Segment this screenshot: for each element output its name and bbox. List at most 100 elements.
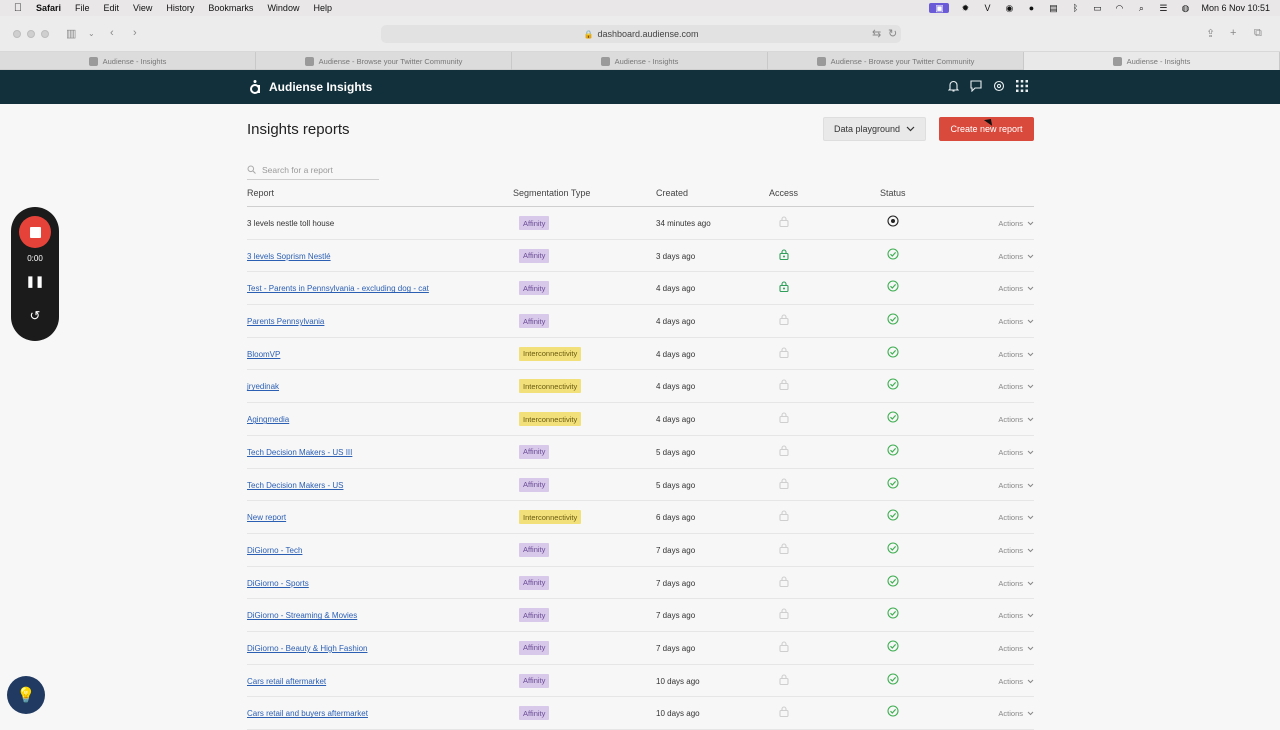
menu-history[interactable]: History — [166, 3, 195, 13]
lock-icon[interactable] — [779, 608, 791, 620]
table-row[interactable]: Tech Decision Makers - US III Affinity 5 d… — [247, 436, 1034, 469]
table-row[interactable]: DiGiorno - Sports Affinity 7 days ago Actio… — [247, 567, 1034, 600]
menubar-clock[interactable]: Mon 6 Nov 10:51 — [1201, 3, 1270, 13]
reload-icon[interactable]: ↻ — [888, 28, 898, 40]
table-row[interactable]: Test - Parents in Pennsylvania - excludi… — [247, 272, 1034, 306]
lock-icon[interactable] — [779, 543, 791, 555]
menu-window[interactable]: Window — [267, 3, 300, 13]
bell-icon[interactable] — [947, 79, 959, 93]
actions-dropdown[interactable]: Actions — [998, 546, 1034, 555]
table-row[interactable]: 3 levels Soprism Nestlé Affinity 3 days ag… — [247, 240, 1034, 273]
brightness-icon[interactable]: ✹ — [961, 2, 970, 13]
lock-icon[interactable] — [779, 216, 791, 228]
lock-icon[interactable] — [779, 314, 791, 326]
table-row[interactable]: Tech Decision Makers - US Affinity 5 days … — [247, 469, 1034, 502]
settings-gear-icon[interactable] — [993, 79, 1005, 93]
menu-file[interactable]: File — [75, 3, 90, 13]
report-name-link[interactable]: jryedinak — [247, 382, 280, 392]
actions-dropdown[interactable]: Actions — [998, 611, 1034, 620]
grammarly-icon[interactable]: ● — [1028, 3, 1035, 13]
brand-link[interactable]: Audiense Insights — [247, 79, 372, 95]
actions-dropdown[interactable]: Actions — [998, 350, 1034, 359]
table-row[interactable]: BloomVP Interconnectivity 4 days ago Action… — [247, 338, 1034, 371]
actions-dropdown[interactable]: Actions — [998, 677, 1034, 686]
report-name-link[interactable]: 3 levels Soprism Nestlé — [247, 251, 331, 261]
screen-recorder-status-icon[interactable]: ▣ — [929, 3, 950, 13]
lock-icon[interactable] — [779, 510, 791, 522]
close-window-button[interactable] — [13, 30, 21, 38]
shared-lock-icon[interactable] — [779, 281, 791, 293]
forward-icon[interactable]: › — [133, 27, 137, 39]
chevron-down-icon[interactable]: ⌄ — [88, 29, 95, 38]
actions-dropdown[interactable]: Actions — [998, 317, 1034, 326]
vpn-icon[interactable]: V — [984, 3, 991, 13]
browser-tab[interactable]: Audiense - Insights — [0, 52, 256, 70]
zoom-window-button[interactable] — [41, 30, 49, 38]
table-row[interactable]: New report Interconnectivity 6 days ago Act… — [247, 501, 1034, 534]
pause-icon[interactable]: ❚❚ — [25, 276, 45, 288]
report-name-link[interactable]: BloomVP — [247, 349, 281, 359]
actions-dropdown[interactable]: Actions — [998, 448, 1034, 457]
report-name-link[interactable]: Test - Parents in Pennsylvania - excludi… — [247, 284, 429, 294]
lock-icon[interactable] — [779, 641, 791, 653]
wifi-icon[interactable]: ◠ — [1115, 2, 1124, 13]
shared-lock-icon[interactable] — [779, 249, 791, 261]
siri-icon[interactable]: ◍ — [1181, 2, 1190, 13]
control-center-icon[interactable]: ☰ — [1159, 2, 1168, 13]
back-icon[interactable]: ‹ — [110, 27, 114, 39]
browser-tab[interactable]: Audiense - Browse your Twitter Community — [256, 52, 512, 70]
address-bar[interactable]: 🔒 dashboard.audiense.com — [381, 25, 901, 43]
report-name-link[interactable]: DiGiorno - Beauty & High Fashion — [247, 643, 368, 653]
report-name-link[interactable]: Cars retail aftermarket — [247, 676, 327, 686]
battery-icon[interactable]: ▭ — [1093, 2, 1102, 13]
report-name-link[interactable]: Agingmedia — [247, 415, 290, 425]
report-name-link[interactable]: Cars retail and buyers aftermarket — [247, 709, 368, 719]
report-name-link[interactable]: DiGiorno - Tech — [247, 545, 303, 555]
actions-dropdown[interactable]: Actions — [998, 709, 1034, 718]
apple-menu-icon[interactable]:  — [0, 2, 36, 14]
report-name-link[interactable]: Tech Decision Makers - US III — [247, 447, 353, 457]
report-name-link[interactable]: DiGiorno - Sports — [247, 578, 309, 588]
lock-icon[interactable] — [779, 706, 791, 718]
lock-icon[interactable] — [779, 379, 791, 391]
actions-dropdown[interactable]: Actions — [998, 481, 1034, 490]
new-tab-icon[interactable]: + — [1230, 27, 1237, 39]
menu-edit[interactable]: Edit — [103, 3, 120, 13]
report-name-link[interactable]: New report — [247, 513, 287, 523]
actions-dropdown[interactable]: Actions — [998, 579, 1034, 588]
menu-help[interactable]: Help — [313, 3, 332, 13]
stop-recording-button[interactable] — [19, 216, 51, 248]
lock-icon[interactable] — [779, 445, 791, 457]
lock-icon[interactable] — [779, 412, 791, 424]
apps-grid-icon[interactable] — [1016, 79, 1028, 93]
lock-icon[interactable] — [779, 347, 791, 359]
browser-tab[interactable]: Audiense - Insights — [512, 52, 768, 70]
report-name-link[interactable]: Parents Pennsylvania — [247, 317, 325, 327]
actions-dropdown[interactable]: Actions — [998, 284, 1034, 293]
lock-icon[interactable] — [779, 576, 791, 588]
shield-status-icon[interactable]: ◉ — [1005, 2, 1014, 13]
actions-dropdown[interactable]: Actions — [998, 415, 1034, 424]
table-row[interactable]: DiGiorno - Tech Affinity 7 days ago Actions — [247, 534, 1034, 567]
sidebar-toggle-icon[interactable]: ▥ — [66, 28, 77, 40]
lock-icon[interactable] — [779, 674, 791, 686]
table-row[interactable]: Agingmedia Interconnectivity 4 days ago Act… — [247, 403, 1034, 436]
data-playground-dropdown[interactable]: Data playground — [823, 117, 926, 141]
menu-bookmarks[interactable]: Bookmarks — [208, 3, 254, 13]
menu-safari[interactable]: Safari — [36, 3, 62, 13]
translate-icon[interactable]: ⇆ — [872, 28, 882, 40]
table-row[interactable]: Cars retail and buyers aftermarket Affini… — [247, 697, 1034, 730]
column-header-segmentation[interactable]: Segmentation Type — [513, 188, 591, 198]
column-header-created[interactable]: Created — [656, 188, 689, 198]
table-row[interactable]: jryedinak Interconnectivity 4 days ago Acti… — [247, 370, 1034, 404]
table-row[interactable]: DiGiorno - Streaming & Movies Affinity 7 d… — [247, 599, 1034, 632]
table-row[interactable]: Parents Pennsylvania Affinity 4 days ago Ac… — [247, 305, 1034, 338]
actions-dropdown[interactable]: Actions — [998, 382, 1034, 391]
report-name-link[interactable]: 3 levels nestle toll house — [247, 219, 335, 228]
display-icon[interactable]: ▤ — [1049, 2, 1058, 13]
tab-overview-icon[interactable]: ⧉ — [1254, 27, 1262, 39]
actions-dropdown[interactable]: Actions — [998, 219, 1034, 228]
minimize-window-button[interactable] — [27, 30, 35, 38]
search-input[interactable]: Search for a report — [247, 161, 379, 180]
restart-icon[interactable]: ↺ — [29, 308, 41, 323]
